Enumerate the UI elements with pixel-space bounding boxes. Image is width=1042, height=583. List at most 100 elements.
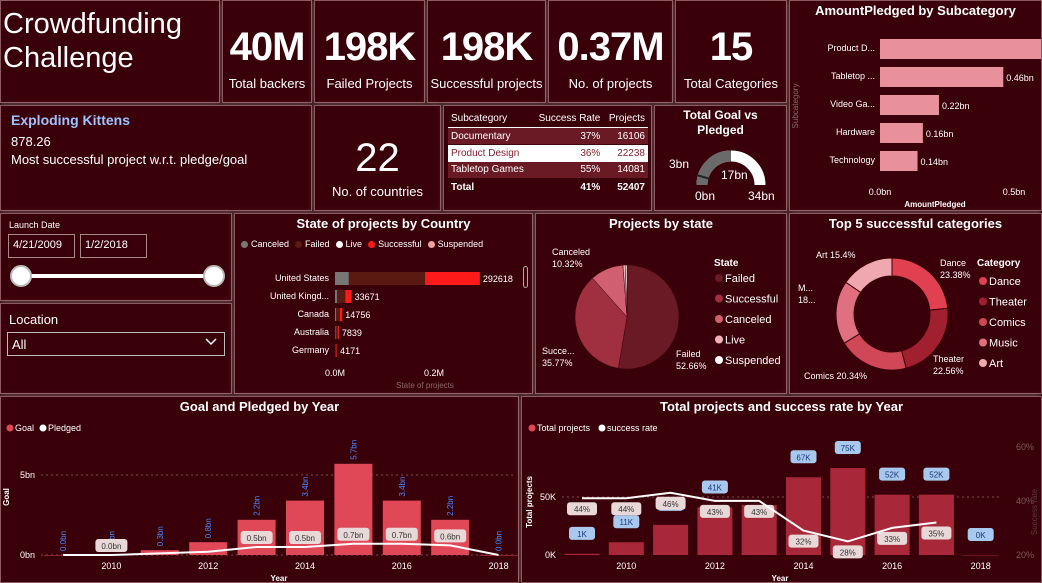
legend-label: Live	[725, 335, 745, 347]
top-project-card: Exploding Kittens 878.26 Most successful…	[0, 105, 312, 211]
gauge-value: 17bn	[721, 168, 748, 182]
data-label: 3.4bn	[301, 477, 310, 497]
slider-track[interactable]	[21, 274, 215, 278]
kpi-card-countries: 22 No. of countries	[314, 105, 441, 211]
data-label: 43%	[751, 508, 767, 517]
kpi-label: No. of countries	[331, 184, 424, 199]
gauge-target-label: 3bn	[669, 157, 690, 171]
category-label: Video Ga...	[830, 99, 875, 109]
category-label: Australia	[294, 327, 329, 337]
column-header[interactable]: Success Rate	[531, 110, 604, 128]
axis-label-x: Year	[271, 574, 288, 583]
data-label: Art 15.4%	[816, 250, 856, 260]
label-bg	[385, 527, 418, 541]
legend-dot	[715, 274, 723, 282]
scrollbar[interactable]	[523, 266, 528, 288]
tick-label: 2016	[882, 561, 902, 571]
legend-item[interactable]: Live	[335, 239, 363, 249]
data-label: 0.46bn	[1006, 73, 1034, 83]
data-label: 11K	[619, 518, 633, 527]
legend-label: Total projects	[537, 423, 591, 433]
axis-label-x: State of projects	[396, 381, 454, 390]
bar	[334, 463, 373, 555]
tick-label: 40%	[1016, 496, 1034, 506]
location-slicer: Location All	[0, 303, 232, 394]
data-label: M...	[798, 283, 813, 293]
bar-segment	[336, 290, 346, 303]
data-label: 0K	[976, 531, 986, 540]
label-bg	[744, 504, 775, 518]
axis-label-x: AmountPledged	[904, 200, 965, 209]
table-row[interactable]: Tabletop Games 55% 14081	[448, 161, 648, 179]
data-label: 0.5bn	[247, 534, 267, 543]
data-label: 44%	[618, 505, 634, 514]
axis-label-y2: Success rate	[1030, 488, 1039, 535]
top-project-caption: Most successful project w.r.t. pledge/go…	[11, 152, 248, 167]
kpi-label: No. of projects	[568, 76, 653, 91]
kpi-card-categories: 15 Total Categories	[675, 0, 787, 103]
kpi-label: Failed Projects	[326, 76, 413, 91]
data-label: Dance	[940, 258, 966, 268]
gauge-chart	[696, 150, 766, 186]
table-row[interactable]: Product Design 36% 22238	[448, 144, 648, 162]
legend-dot	[979, 277, 987, 285]
legend-dot	[241, 240, 248, 248]
slider-handle-start[interactable]	[10, 265, 32, 287]
slicer-title: Location	[9, 312, 59, 327]
chevron-down-icon	[204, 335, 218, 352]
dashboard-title: Crowdfunding Challenge	[3, 8, 182, 74]
legend-label: Theater	[989, 297, 1027, 309]
table-row[interactable]: Documentary 37% 16106	[448, 127, 648, 145]
legend-item[interactable]: Canceled	[241, 239, 289, 249]
chart-title: AmountPledged by Subcategory	[815, 3, 1016, 18]
data-label: 0.16bn	[926, 129, 954, 139]
legend-label: Successful	[378, 239, 422, 249]
subcategory-table-panel: Subcategory Success Rate Projects Docume…	[443, 105, 652, 211]
data-label: 52.66%	[676, 361, 707, 371]
legend-label: Successful	[725, 294, 778, 306]
data-label: 0.5bn	[295, 534, 315, 543]
legend-item[interactable]: Failed	[295, 239, 330, 249]
top-project-value: 878.26	[11, 134, 51, 149]
tick-label: 60%	[1016, 442, 1034, 452]
label-bg	[289, 531, 321, 544]
legend-label: success rate	[607, 423, 658, 433]
end-date-input[interactable]: 1/2/2018	[80, 234, 147, 258]
legend-label: Dance	[989, 276, 1021, 288]
amount-by-subcategory-panel: AmountPledged by Subcategory Subcategory…	[789, 0, 1042, 211]
column-header[interactable]: Projects	[603, 110, 648, 128]
kpi-value: 198K	[440, 25, 534, 69]
legend-label: Suspended	[437, 239, 484, 249]
tick-label: 2014	[295, 561, 315, 571]
legend-item[interactable]: Suspended	[427, 239, 484, 249]
label-bg	[921, 526, 952, 540]
start-date-input[interactable]: 4/21/2009	[8, 234, 75, 258]
label-bg	[788, 534, 819, 548]
tick-label: 20%	[1016, 550, 1034, 560]
label-bg	[834, 441, 861, 454]
legend-label: Live	[345, 239, 363, 249]
column-header[interactable]: Subcategory	[448, 110, 532, 128]
data-label: 10.32%	[552, 259, 583, 269]
legend-dot	[715, 356, 723, 364]
slider-handle-end[interactable]	[203, 265, 225, 287]
goal-gauge-panel: Total Goal vs Pledged 17bn 3bn 0bn 34bn	[654, 105, 787, 211]
tick-label: 0K	[545, 550, 556, 560]
tick-label: 0.0M	[325, 368, 345, 378]
data-label: 46%	[663, 500, 679, 509]
data-label: 1K	[577, 530, 587, 539]
kpi-card-backers: 40M Total backers	[222, 0, 312, 103]
label-bg	[567, 502, 597, 516]
kpi-value: 0.37M	[557, 25, 664, 69]
data-label: 0.14bn	[921, 157, 949, 167]
legend-dot	[295, 240, 303, 248]
bar	[880, 67, 1004, 87]
top-project-name: Exploding Kittens	[11, 112, 130, 128]
pie-slice	[624, 264, 628, 318]
label-bg	[923, 467, 950, 481]
location-dropdown[interactable]: All	[7, 332, 225, 356]
label-bg	[655, 496, 686, 510]
subcategory-table: Subcategory Success Rate Projects Docume…	[448, 110, 648, 196]
legend-label: Failed	[725, 273, 755, 285]
legend-item[interactable]: Successful	[368, 239, 422, 249]
